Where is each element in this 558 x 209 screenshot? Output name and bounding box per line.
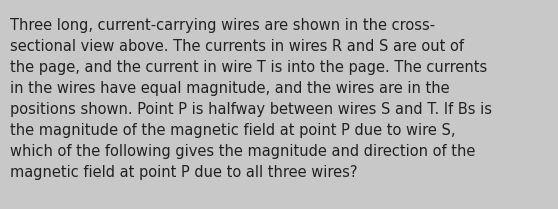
- Text: Three long, current-carrying wires are shown in the cross-: Three long, current-carrying wires are s…: [10, 18, 435, 33]
- Text: sectional view above. The currents in wires R and S are out of: sectional view above. The currents in wi…: [10, 39, 464, 54]
- Text: magnetic field at point P due to all three wires?: magnetic field at point P due to all thr…: [10, 165, 358, 180]
- Text: in the wires have equal magnitude, and the wires are in the: in the wires have equal magnitude, and t…: [10, 81, 450, 96]
- Text: positions shown. Point P is halfway between wires S and T. If Bs is: positions shown. Point P is halfway betw…: [10, 102, 492, 117]
- Text: the magnitude of the magnetic field at point P due to wire S,: the magnitude of the magnetic field at p…: [10, 123, 455, 138]
- Text: the page, and the current in wire T is into the page. The currents: the page, and the current in wire T is i…: [10, 60, 487, 75]
- Text: which of the following gives the magnitude and direction of the: which of the following gives the magnitu…: [10, 144, 475, 159]
